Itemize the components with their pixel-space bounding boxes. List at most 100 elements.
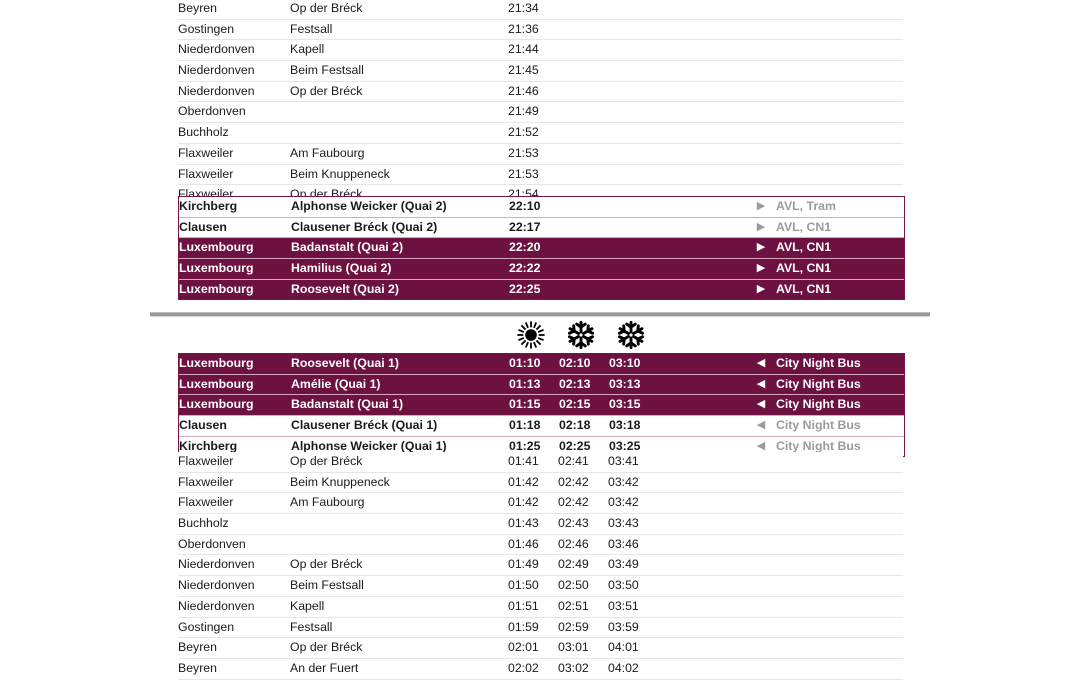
row-location: Kirchberg bbox=[179, 199, 238, 213]
row-time-3: 03:42 bbox=[608, 474, 639, 489]
table-row[interactable]: Kirchberg Alphonse Weicker (Quai 2) 22:10 ▶… bbox=[179, 197, 904, 218]
row-time-1: 01:13 bbox=[509, 376, 541, 391]
row-line-name: AVL, CN1 bbox=[776, 261, 832, 276]
row-line-name: AVL, Tram bbox=[776, 199, 836, 213]
table-row: Niederdonven Kapell 01:51 02:51 03:51 bbox=[178, 596, 903, 618]
row-location: Buchholz bbox=[178, 516, 229, 531]
row-location: Flaxweiler bbox=[178, 495, 234, 510]
table-row: Niederdonven Kapell 21:44 bbox=[178, 40, 903, 62]
row-time-1: 22:22 bbox=[509, 261, 541, 276]
row-location: Clausen bbox=[179, 219, 227, 234]
arrow-left-icon: ◀ bbox=[756, 419, 766, 432]
row-time-1: 21:45 bbox=[508, 63, 539, 78]
row-time-2: 02:59 bbox=[558, 619, 589, 634]
row-stop: Alphonse Weicker (Quai 1) bbox=[291, 438, 447, 453]
table-row: Flaxweiler Beim Knuppeneck 21:53 bbox=[178, 164, 903, 186]
evening-highlight-block[interactable]: Kirchberg Alphonse Weicker (Quai 2) 22:10 ▶… bbox=[178, 196, 905, 301]
row-time-1: 21:34 bbox=[508, 1, 539, 15]
table-row[interactable]: Luxembourg Roosevelt (Quai 1) 01:10 02:10 03… bbox=[179, 354, 904, 375]
row-time-2: 02:49 bbox=[558, 557, 589, 572]
table-row: Buchholz 01:43 02:43 03:43 bbox=[178, 514, 903, 535]
row-location: Niederdonven bbox=[178, 557, 255, 572]
table-row[interactable]: Luxembourg Amélie (Quai 1) 01:13 02:13 03:13… bbox=[179, 374, 904, 396]
row-line-name: City Night Bus bbox=[776, 418, 861, 433]
row-time-2: 02:41 bbox=[558, 454, 589, 468]
row-line-name: AVL, CN1 bbox=[776, 219, 832, 234]
row-time-3: 03:50 bbox=[608, 578, 639, 593]
table-row: Niederdonven Beim Festsall 01:50 02:50 03:50 bbox=[178, 576, 903, 597]
row-time-3: 04:01 bbox=[608, 640, 639, 655]
arrow-right-icon: ▶ bbox=[756, 262, 766, 275]
table-row: Beyren An der Fuert 02:02 03:02 04:02 bbox=[178, 658, 903, 680]
row-time-1: 01:49 bbox=[508, 557, 539, 572]
row-location: Buchholz bbox=[178, 125, 229, 140]
row-location: Niederdonven bbox=[178, 578, 255, 593]
table-row[interactable]: Luxembourg Hamilius (Quai 2) 22:22 ▶ AVL, CN… bbox=[179, 259, 904, 280]
row-line-name: City Night Bus bbox=[776, 356, 861, 370]
table-row[interactable]: Luxembourg Badanstalt (Quai 2) 22:20 ▶ AVL, … bbox=[179, 238, 904, 260]
row-stop: Amélie (Quai 1) bbox=[291, 376, 381, 391]
row-location: Oberdonven bbox=[178, 104, 246, 119]
table-row: Flaxweiler Op der Bréck 01:41 02:41 03:41 bbox=[178, 452, 903, 473]
row-line-name: AVL, CN1 bbox=[776, 281, 832, 296]
row-stop: Op der Bréck bbox=[290, 640, 363, 655]
row-time-1: 01:46 bbox=[508, 536, 539, 551]
row-time-2: 02:43 bbox=[558, 516, 589, 531]
row-stop: Kapell bbox=[290, 598, 325, 613]
table-row[interactable]: Clausen Clausener Bréck (Quai 1) 01:18 02:1… bbox=[179, 416, 904, 437]
row-stop: Roosevelt (Quai 2) bbox=[291, 281, 399, 296]
evening-timetable: Beyren Op der Bréck 21:34 Gostingen Festsall… bbox=[178, 0, 903, 206]
row-time-1: 01:41 bbox=[508, 454, 539, 468]
row-time-1: 01:51 bbox=[508, 598, 539, 613]
row-stop: Op der Bréck bbox=[290, 454, 363, 468]
row-time-3: 03:25 bbox=[609, 438, 641, 453]
row-line-name: AVL, CN1 bbox=[776, 240, 832, 255]
arrow-right-icon: ▶ bbox=[756, 241, 766, 254]
row-time-1: 01:59 bbox=[508, 619, 539, 634]
row-stop: An der Fuert bbox=[290, 660, 359, 675]
row-stop: Am Faubourg bbox=[290, 145, 365, 160]
row-location: Kirchberg bbox=[179, 438, 238, 453]
row-time-1: 22:25 bbox=[509, 281, 541, 296]
arrow-left-icon: ◀ bbox=[756, 398, 766, 411]
row-time-3: 03:10 bbox=[609, 356, 641, 370]
table-row[interactable]: Luxembourg Roosevelt (Quai 2) 22:25 ▶ AVL, C… bbox=[179, 279, 904, 300]
row-stop: Clausener Bréck (Quai 1) bbox=[291, 418, 438, 433]
row-time-3: 03:51 bbox=[608, 598, 639, 613]
row-stop: Roosevelt (Quai 1) bbox=[291, 356, 399, 370]
row-location: Gostingen bbox=[178, 619, 235, 634]
row-time-1: 21:53 bbox=[508, 166, 539, 181]
arrow-right-icon: ▶ bbox=[756, 200, 766, 212]
row-location: Luxembourg bbox=[179, 240, 254, 255]
table-row[interactable]: Kirchberg Alphonse Weicker (Quai 1) 01:25 0… bbox=[179, 436, 904, 457]
row-location: Gostingen bbox=[178, 21, 235, 36]
row-time-3: 03:46 bbox=[608, 536, 639, 551]
arrow-left-icon: ◀ bbox=[756, 439, 766, 452]
arrow-right-icon: ▶ bbox=[756, 220, 766, 233]
row-time-3: 03:43 bbox=[608, 516, 639, 531]
row-location: Luxembourg bbox=[179, 397, 254, 412]
row-time-2: 02:42 bbox=[558, 474, 589, 489]
snowflake-icon bbox=[558, 315, 604, 355]
row-time-1: 21:49 bbox=[508, 104, 539, 119]
table-row: Gostingen Festsall 21:36 bbox=[178, 19, 903, 41]
row-location: Niederdonven bbox=[178, 42, 255, 57]
row-time-1: 01:43 bbox=[508, 516, 539, 531]
row-time-1: 21:52 bbox=[508, 125, 539, 140]
arrow-left-icon: ◀ bbox=[756, 377, 766, 390]
table-row: Niederdonven Op der Bréck 21:46 bbox=[178, 81, 903, 103]
table-row[interactable]: Clausen Clausener Bréck (Quai 2) 22:17 ▶ AVL… bbox=[179, 217, 904, 239]
night-timetable: Flaxweiler Op der Bréck 01:41 02:41 03:41 Fla… bbox=[178, 452, 903, 680]
table-row[interactable]: Luxembourg Badanstalt (Quai 1) 01:15 02:15 0… bbox=[179, 395, 904, 417]
row-stop: Beim Festsall bbox=[290, 578, 364, 593]
row-location: Oberdonven bbox=[178, 536, 246, 551]
row-time-1: 22:17 bbox=[509, 219, 541, 234]
table-row: Beyren Op der Bréck 21:34 bbox=[178, 0, 903, 20]
night-highlight-block[interactable]: Luxembourg Roosevelt (Quai 1) 01:10 02:10 03… bbox=[178, 353, 905, 458]
row-location: Niederdonven bbox=[178, 598, 255, 613]
row-time-1: 01:18 bbox=[509, 418, 541, 433]
row-location: Luxembourg bbox=[179, 356, 254, 370]
row-location: Beyren bbox=[178, 640, 217, 655]
row-time-2: 03:02 bbox=[558, 660, 589, 675]
row-time-2: 02:25 bbox=[559, 438, 591, 453]
